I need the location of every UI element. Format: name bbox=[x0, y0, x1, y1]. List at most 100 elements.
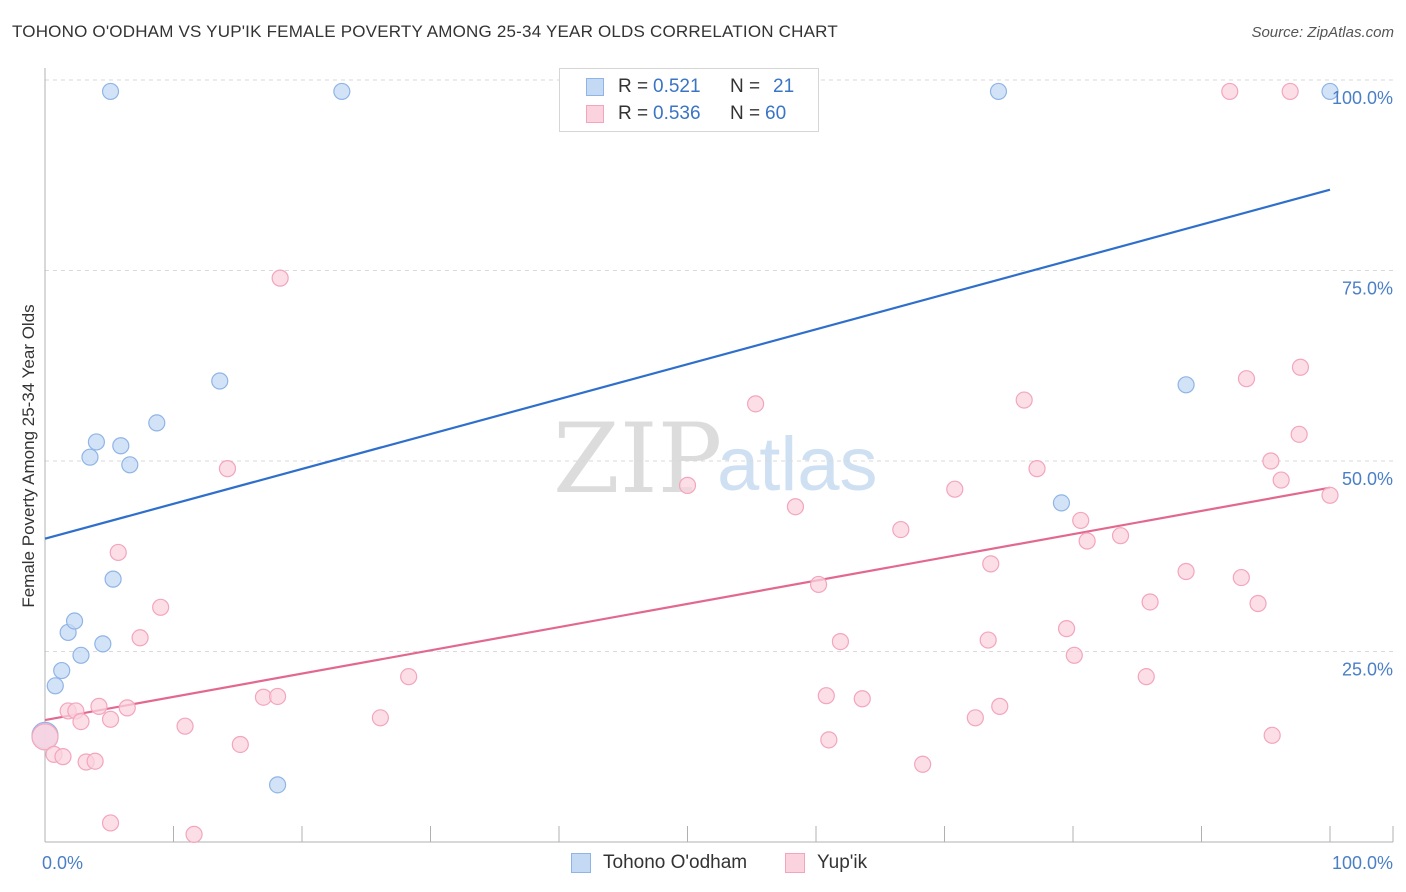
point-yupik bbox=[786, 498, 805, 516]
point-yupik bbox=[1177, 562, 1195, 581]
axes bbox=[44, 68, 1394, 843]
y-tick-label: 50.0% bbox=[1342, 469, 1393, 489]
point-yupik bbox=[1221, 82, 1239, 101]
point-yupik bbox=[1065, 646, 1083, 664]
point-yupik bbox=[176, 717, 194, 735]
point-yupik bbox=[1141, 593, 1159, 611]
legend-r-value: 0.536 bbox=[653, 103, 701, 124]
point-tohono bbox=[65, 612, 84, 630]
point-tohono bbox=[268, 776, 287, 794]
point-tohono bbox=[94, 635, 112, 653]
point-yupik bbox=[831, 632, 850, 651]
point-yupik bbox=[101, 814, 120, 832]
watermark-atlas: atlas bbox=[717, 422, 878, 507]
legend-r-value: 0.521 bbox=[653, 76, 701, 97]
point-tohono bbox=[1321, 82, 1339, 101]
point-tohono bbox=[333, 82, 351, 101]
point-tohono bbox=[81, 448, 99, 466]
y-axis-label: Female Poverty Among 25-34 Year Olds bbox=[19, 304, 38, 607]
y-tick-label: 25.0% bbox=[1342, 660, 1393, 680]
point-yupik bbox=[853, 690, 871, 708]
point-yupik bbox=[1263, 726, 1281, 744]
point-yupik bbox=[747, 395, 765, 413]
legend: R = 0.521 N = 21 R = 0.536 N = 60 bbox=[559, 68, 819, 132]
point-yupik bbox=[1237, 370, 1256, 388]
point-yupik bbox=[1291, 358, 1310, 376]
source-label: Source: ZipAtlas.com bbox=[1251, 24, 1394, 41]
legend-n-label: N = bbox=[730, 76, 761, 97]
point-tohono bbox=[101, 82, 120, 101]
point-tohono bbox=[148, 414, 166, 432]
point-yupik bbox=[152, 598, 170, 616]
point-yupik bbox=[118, 699, 136, 717]
legend-r-label: R = bbox=[618, 103, 649, 124]
point-yupik bbox=[1028, 460, 1046, 478]
point-yupik bbox=[86, 752, 104, 770]
point-yupik bbox=[1249, 594, 1267, 613]
legend-n-label: N = bbox=[730, 103, 761, 124]
point-yupik bbox=[131, 629, 149, 647]
tick-labels: 25.0% 50.0% 75.0% 100.0% 0.0% 100.0% bbox=[42, 88, 1393, 873]
point-tohono bbox=[112, 437, 130, 455]
point-yupik bbox=[1137, 668, 1155, 686]
x-tick-label: 100.0% bbox=[1332, 853, 1393, 873]
x-tick-label: 0.0% bbox=[42, 853, 83, 873]
point-yupik bbox=[400, 668, 418, 686]
trendline-tohono bbox=[44, 188, 1331, 540]
series-yupik bbox=[31, 82, 1339, 843]
point-yupik bbox=[1281, 82, 1299, 101]
point-yupik bbox=[218, 460, 237, 478]
bottom-legend-label-tohono: Tohono O'odham bbox=[603, 852, 748, 873]
legend-r-label: R = bbox=[618, 76, 649, 97]
legend-swatch-tohono bbox=[586, 78, 604, 96]
point-yupik bbox=[966, 709, 984, 727]
point-yupik bbox=[101, 710, 120, 728]
point-yupik bbox=[1015, 391, 1033, 409]
point-tohono bbox=[211, 372, 229, 390]
point-tohono bbox=[53, 661, 71, 680]
point-tohono bbox=[121, 456, 139, 474]
grid bbox=[45, 79, 1393, 652]
y-tick-label: 75.0% bbox=[1342, 279, 1393, 299]
point-yupik bbox=[914, 755, 932, 773]
point-yupik bbox=[1321, 486, 1339, 504]
point-yupik bbox=[109, 543, 127, 562]
point-yupik bbox=[892, 520, 910, 539]
point-tohono bbox=[989, 82, 1008, 101]
point-yupik bbox=[185, 825, 203, 843]
point-yupik bbox=[991, 697, 1009, 715]
trendline-yupik bbox=[44, 486, 1331, 722]
legend-n-value: 60 bbox=[765, 103, 787, 124]
point-yupik bbox=[1072, 511, 1090, 530]
trendlines bbox=[44, 188, 1331, 722]
point-yupik bbox=[678, 476, 697, 494]
point-yupik bbox=[54, 748, 72, 766]
point-yupik bbox=[817, 687, 835, 705]
point-yupik bbox=[946, 480, 964, 498]
point-yupik bbox=[231, 735, 249, 754]
legend-swatch-yupik bbox=[586, 105, 604, 123]
point-yupik bbox=[1078, 532, 1096, 550]
point-tohono bbox=[104, 570, 122, 588]
point-yupik bbox=[809, 575, 828, 594]
point-yupik bbox=[371, 709, 389, 727]
point-yupik bbox=[1057, 620, 1076, 638]
point-yupik bbox=[31, 723, 59, 751]
point-tohono bbox=[87, 433, 106, 451]
bottom-legend-swatch-yupik bbox=[785, 853, 805, 873]
point-yupik bbox=[1262, 452, 1280, 470]
watermark-zip: ZIP bbox=[553, 403, 722, 515]
point-yupik bbox=[90, 697, 108, 715]
bottom-legend-swatch-tohono bbox=[571, 853, 591, 873]
point-yupik bbox=[1111, 527, 1130, 545]
point-tohono bbox=[1177, 376, 1195, 394]
point-yupik bbox=[271, 269, 289, 287]
chart-title: TOHONO O'ODHAM VS YUP'IK FEMALE POVERTY … bbox=[12, 22, 838, 41]
legend-n-value: 21 bbox=[773, 76, 795, 97]
point-yupik bbox=[1232, 568, 1250, 587]
bottom-legend-label-yupik: Yup'ik bbox=[817, 852, 868, 873]
point-tohono bbox=[72, 646, 90, 664]
y-tick-label: 100.0% bbox=[1332, 88, 1393, 108]
point-yupik bbox=[982, 555, 1000, 573]
